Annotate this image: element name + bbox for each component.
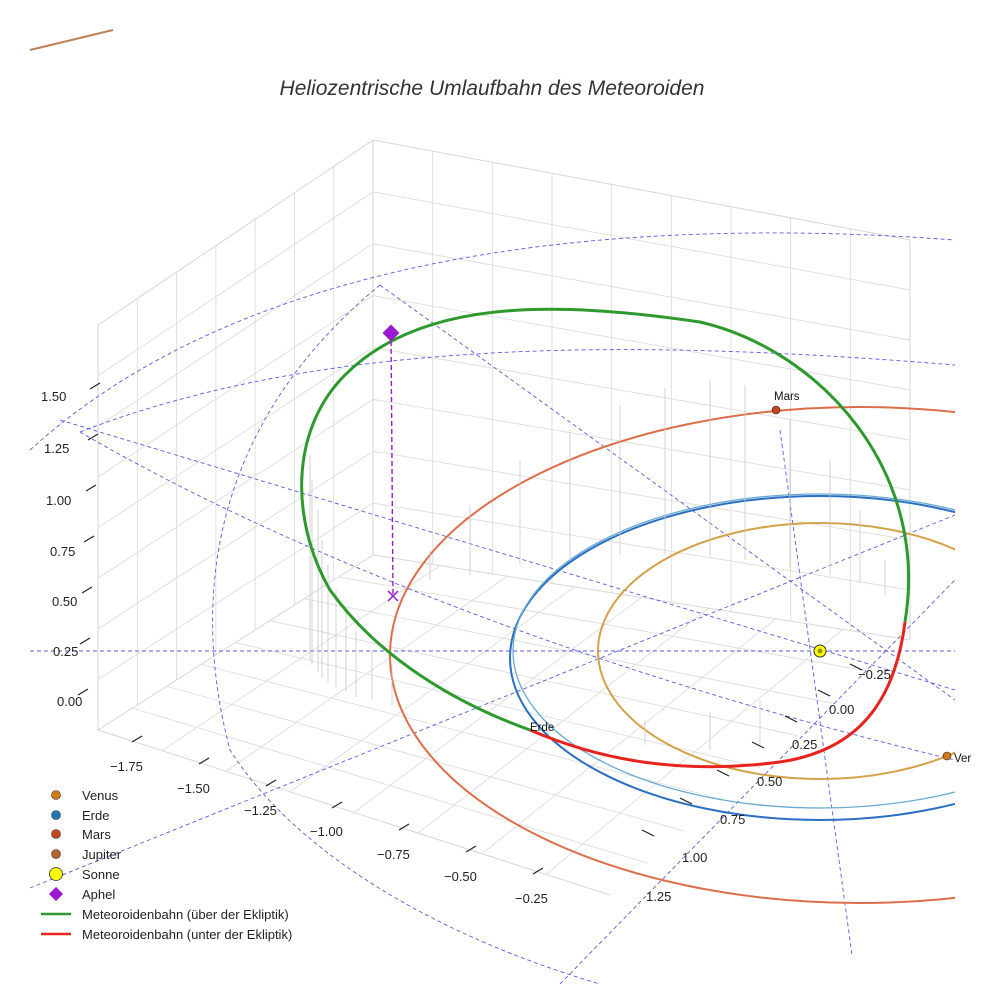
axis-grid: [97, 139, 911, 896]
planet-orbits: [389, 406, 955, 904]
venus-marker: [942, 751, 952, 761]
grid-line-floor: [545, 629, 844, 875]
earth-label: Erde: [530, 722, 554, 734]
y-axis: −0.25 0.00 0.25 0.50 0.75 1.00 1.25: [641, 663, 891, 904]
aphel-marker: [382, 324, 400, 342]
y-tick-label: 0.25: [792, 737, 817, 752]
grid-line-left-wall: [97, 502, 374, 680]
sun-core: [817, 648, 823, 654]
x-tick-label: −1.75: [110, 759, 143, 774]
legend-marker-sun: [49, 867, 63, 881]
x-tick-label: −1.00: [310, 824, 343, 839]
ref-line-diag2: [59, 419, 955, 691]
earth-orbit-inner: [512, 493, 955, 809]
grid-line-back-wall: [372, 295, 911, 391]
legend-label-venus: Venus: [82, 788, 119, 803]
aphel-ground-cross: [387, 590, 399, 602]
y-tick-label: 0.00: [829, 702, 854, 717]
legend-label-above: Meteoroidenbahn (über der Ekliptik): [82, 907, 289, 922]
legend: Venus Erde Mars Jupiter Sonne Aphel Mete…: [41, 788, 292, 942]
legend-label-below: Meteoroidenbahn (unter der Ekliptik): [82, 927, 292, 942]
grid-line-floor: [353, 597, 642, 813]
y-tick-label: 0.75: [720, 812, 745, 827]
grid-line-left-wall: [97, 243, 374, 427]
grid-lines: [97, 151, 911, 875]
legend-marker-venus: [51, 790, 61, 800]
earth-orbit: [509, 495, 955, 821]
meteoroid-orbit-above: [300, 307, 911, 732]
legend-marker-mars: [51, 829, 61, 839]
grid-line-back-wall: [372, 450, 911, 541]
jupiter-orbit: [29, 29, 114, 51]
legend-label-sun: Sonne: [82, 867, 120, 882]
z-tick-label: 0.50: [52, 594, 77, 609]
z-axis: 0.00 0.25 0.50 0.75 1.00 1.25 1.50: [41, 382, 101, 709]
grid-line-floor: [417, 607, 709, 834]
chart-title: Heliozentrische Umlaufbahn des Meteoroid…: [280, 77, 705, 100]
mars-label: Mars: [774, 391, 800, 403]
ref-arc-outer: [29, 232, 955, 451]
legend-marker-earth: [51, 810, 61, 820]
ref-line-diag3: [29, 514, 955, 889]
ref-line-diag1: [379, 284, 955, 701]
ref-line-diag4: [559, 579, 955, 984]
legend-marker-aphel: [48, 886, 64, 902]
reference-curves: [29, 232, 955, 984]
mars-orbit: [389, 406, 955, 904]
left-pane-frame: [97, 325, 611, 896]
z-tick-label: 1.25: [44, 441, 69, 456]
venus-label: Ver: [954, 753, 971, 765]
y-tick-label: 0.50: [757, 774, 782, 789]
grid-line-floor: [481, 618, 777, 855]
aphel-projection-line: [390, 332, 394, 597]
x-tick-label: −0.75: [377, 847, 410, 862]
meteoroid-droplines: [309, 380, 886, 750]
legend-label-aphel: Aphel: [82, 887, 115, 902]
y-tick-label: 1.25: [646, 889, 671, 904]
x-tick-label: −1.50: [177, 781, 210, 796]
ref-arc-lower: [79, 431, 955, 761]
x-tick-label: −0.50: [444, 869, 477, 884]
ref-arc-inner: [79, 349, 955, 433]
grid-line-back-wall: [372, 191, 911, 291]
left-pane-top: [97, 139, 374, 326]
x-tick-label: −0.25: [515, 891, 548, 906]
venus-orbit: [597, 522, 955, 780]
ref-arc-left: [212, 284, 601, 984]
legend-label-jupiter: Jupiter: [82, 847, 122, 862]
grid-line-back-wall: [372, 502, 911, 591]
grid-line-back-wall: [372, 398, 911, 491]
grid-line-back-wall: [372, 243, 911, 341]
mars-marker: [771, 405, 781, 415]
legend-label-mars: Mars: [82, 827, 111, 842]
grid-line-back-wall: [372, 347, 911, 441]
z-tick-label: 0.25: [53, 644, 78, 659]
grid-line-floor: [225, 575, 508, 772]
x-axis: −1.75 −1.50 −1.25 −1.00 −0.75 −0.50 −0.2…: [110, 735, 548, 906]
legend-marker-jupiter: [51, 849, 61, 859]
meteoroid-orbit-below: [529, 621, 907, 769]
z-tick-label: 1.50: [41, 389, 66, 404]
grid-line-floor: [289, 586, 575, 793]
ref-line-vertical: [779, 429, 853, 956]
back-pane-frame: [372, 139, 911, 640]
x-tick-label: −1.25: [244, 803, 277, 818]
z-tick-label: 0.75: [50, 544, 75, 559]
legend-label-earth: Erde: [82, 808, 109, 823]
z-tick-label: 0.00: [57, 694, 82, 709]
z-tick-label: 1.00: [46, 493, 71, 508]
grid-line-left-wall: [97, 191, 374, 376]
grid-line-left-wall: [97, 398, 374, 579]
grid-line-left-wall: [97, 450, 374, 630]
y-tick-label: −0.25: [858, 667, 891, 682]
y-tick-label: 1.00: [682, 850, 707, 865]
grid-line-left-wall: [97, 347, 374, 528]
